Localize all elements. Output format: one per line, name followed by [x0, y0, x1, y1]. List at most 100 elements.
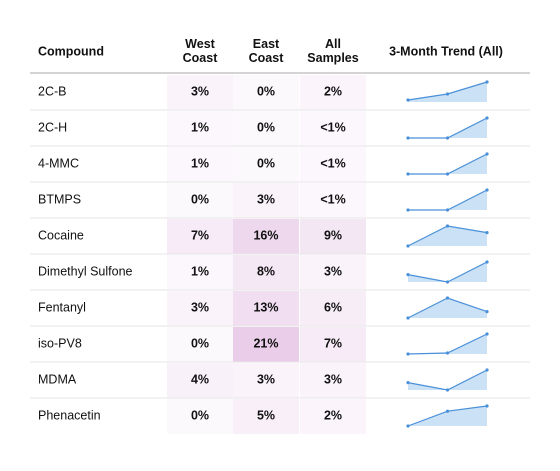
cell-shade — [167, 399, 233, 434]
compound-name: 2C-H — [38, 120, 67, 134]
sparkline-area — [408, 190, 487, 210]
sparkline-point — [485, 332, 489, 336]
compound-name: Dimethyl Sulfone — [38, 264, 133, 278]
value-cell: 2% — [324, 408, 342, 422]
sparkline-area — [408, 406, 487, 426]
value-cell: 3% — [257, 192, 275, 206]
value-cell: 7% — [324, 336, 342, 350]
sparkline-point — [445, 351, 450, 355]
value-cell: 6% — [324, 300, 342, 314]
value-cell: <1% — [320, 120, 345, 134]
value-cell: 1% — [191, 264, 209, 278]
cell-shade — [167, 291, 233, 326]
cell-shade — [167, 363, 233, 398]
cell-shade — [167, 327, 233, 362]
compound-name: 2C-B — [38, 84, 66, 98]
cell-shade — [167, 183, 233, 218]
cell-shade — [300, 183, 366, 218]
sparkline-area — [408, 334, 487, 354]
cell-shade — [233, 111, 299, 146]
sparkline-point — [406, 136, 410, 140]
sparkline-point — [445, 208, 450, 212]
sparkline-point — [485, 231, 489, 235]
value-cell: 5% — [257, 408, 275, 422]
sparkline-point — [445, 280, 450, 284]
sparkline-point — [445, 172, 450, 176]
sparkline-point — [445, 92, 450, 96]
sparkline-point — [406, 381, 410, 385]
cell-shade — [300, 255, 366, 290]
sparkline-point — [406, 352, 410, 356]
value-cell: 21% — [253, 336, 278, 350]
column-header: 3-Month Trend (All) — [389, 44, 503, 58]
sparkline-point — [445, 136, 450, 140]
value-cell: 2% — [324, 84, 342, 98]
cell-shade — [167, 111, 233, 146]
cell-shade — [167, 219, 233, 254]
compound-name: Cocaine — [38, 228, 84, 242]
compound-name: iso-PV8 — [38, 336, 82, 350]
compound-name: 4-MMC — [38, 156, 79, 170]
cell-shade — [233, 363, 299, 398]
value-cell: 3% — [191, 84, 209, 98]
sparkline-point — [406, 244, 410, 248]
sparkline-point — [485, 152, 489, 156]
sparkline-area — [408, 154, 487, 174]
column-header: East Coast — [249, 37, 285, 65]
value-cell: <1% — [320, 192, 345, 206]
sparkline-area — [408, 298, 487, 318]
sparkline-point — [406, 273, 410, 277]
value-cell: 4% — [191, 372, 209, 386]
cell-shade — [300, 291, 366, 326]
cell-shade — [300, 363, 366, 398]
sparkline-point — [485, 188, 489, 192]
cell-shade — [300, 219, 366, 254]
cell-shade — [233, 327, 299, 362]
value-cell: 7% — [191, 228, 209, 242]
sparkline-point — [485, 260, 489, 264]
sparkline-point — [445, 224, 450, 228]
value-cell: 3% — [257, 372, 275, 386]
cell-shade — [233, 75, 299, 110]
cell-shade — [300, 327, 366, 362]
sparkline-area — [408, 370, 487, 390]
cell-shade — [300, 75, 366, 110]
sparkline-point — [445, 388, 450, 392]
value-cell: 1% — [191, 120, 209, 134]
column-header: West Coast — [183, 37, 219, 65]
value-cell: 3% — [324, 264, 342, 278]
sparkline-point — [406, 424, 410, 428]
compound-name: MDMA — [38, 372, 77, 386]
sparkline-point — [406, 208, 410, 212]
value-cell: 0% — [191, 336, 209, 350]
cell-shade — [300, 147, 366, 182]
compound-name: BTMPS — [38, 192, 81, 206]
cell-shade — [167, 255, 233, 290]
value-cell: 3% — [191, 300, 209, 314]
sparkline-area — [408, 262, 487, 282]
cell-shade — [233, 183, 299, 218]
column-header: Compound — [38, 44, 104, 58]
sparkline-point — [485, 80, 489, 84]
value-cell: <1% — [320, 156, 345, 170]
sparkline-area — [408, 118, 487, 138]
column-header: All Samples — [307, 37, 358, 65]
sparkline-point — [445, 296, 450, 300]
value-cell: 9% — [324, 228, 342, 242]
cell-shade — [300, 111, 366, 146]
cell-shade — [233, 219, 299, 254]
value-cell: 8% — [257, 264, 275, 278]
value-cell: 0% — [257, 156, 275, 170]
sparkline-point — [406, 172, 410, 176]
value-cell: 0% — [257, 120, 275, 134]
value-cell: 13% — [253, 300, 278, 314]
sparkline-point — [485, 368, 489, 372]
value-cell: 16% — [253, 228, 278, 242]
value-cell: 0% — [191, 408, 209, 422]
cell-shade — [167, 147, 233, 182]
cell-shade — [233, 291, 299, 326]
cell-shade — [233, 255, 299, 290]
sparkline-point — [485, 310, 489, 314]
sparkline-point — [485, 116, 489, 120]
